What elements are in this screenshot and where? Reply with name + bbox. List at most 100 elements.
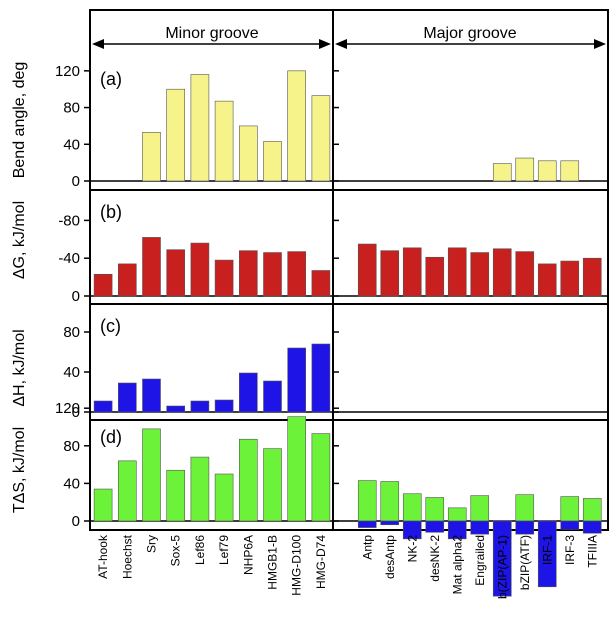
bar-major-dh (515, 520, 535, 535)
y-axis-title: TΔS, kJ/mol (11, 427, 28, 513)
bar-major (357, 480, 377, 522)
bar-minor (166, 249, 185, 297)
bar-major (470, 252, 490, 297)
bar-major (447, 247, 467, 297)
bar-major-dh (470, 520, 490, 535)
bar-minor (263, 252, 282, 297)
y-tick-label: 0 (72, 404, 80, 421)
bar-major-dh (582, 520, 602, 534)
bar-minor (214, 100, 234, 182)
bar-major (402, 493, 422, 522)
bar-major-dh (425, 520, 445, 533)
bar-major (402, 247, 422, 297)
category-label-major: IRF-3 (563, 535, 577, 565)
category-label-minor: HMG-D100 (290, 535, 304, 596)
bar-major (515, 251, 535, 297)
bar-minor (142, 378, 161, 413)
category-label-minor: HMGB1-B (266, 535, 280, 590)
bar-major (380, 481, 400, 522)
minor-arrow-left-head (92, 39, 104, 49)
bar-major (537, 263, 557, 297)
bar-minor (287, 416, 307, 522)
bar-minor (142, 132, 161, 182)
figure-border (89, 9, 609, 531)
bar-minor (311, 343, 331, 413)
bar-minor (239, 438, 258, 522)
category-label-major: Antp (360, 535, 374, 560)
panels: 0 40 80 120 Bend angle, deg (a) 0 -40 -80 ΔG, kJ/… (11, 62, 608, 597)
bar-minor (118, 382, 137, 413)
bar-major (582, 498, 602, 522)
category-label-major: desAntp (383, 535, 397, 579)
y-tick-label: 40 (63, 364, 80, 381)
bar-minor (118, 263, 137, 297)
bar-minor (142, 428, 161, 522)
y-tick-label: 80 (63, 100, 80, 117)
bar-minor (93, 400, 113, 413)
bar-minor (93, 273, 113, 297)
bar-minor (263, 448, 282, 522)
category-label-major: TFIIIA (585, 535, 599, 568)
bar-minor (118, 460, 137, 522)
bar-major (470, 495, 490, 522)
bar-major (492, 163, 512, 182)
major-groove-label: Major groove (423, 25, 516, 42)
bar-major (560, 160, 580, 182)
panel-letter: (a) (100, 69, 122, 89)
y-tick-label: -40 (58, 250, 80, 267)
bar-minor (166, 405, 185, 413)
bar-major-dh (380, 520, 400, 526)
bar-major (425, 497, 445, 522)
bar-minor (311, 270, 331, 297)
bar-minor (166, 88, 185, 182)
bar-major (560, 260, 580, 297)
panel-2: 0 -40 -80 ΔG, kJ/mol (b) (11, 201, 608, 305)
category-label-minor: AT-hook (96, 534, 110, 579)
bar-minor (287, 70, 307, 182)
category-label-major: b(ZIP(AP-1) (495, 535, 509, 599)
minor-groove-label: Minor groove (165, 25, 258, 42)
bar-major (425, 256, 445, 297)
bar-major (515, 157, 535, 182)
minor-arrow-right-head (319, 39, 331, 49)
bar-minor (239, 372, 258, 413)
panel-letter: (c) (100, 316, 121, 336)
category-label-minor: Lef79 (217, 535, 231, 565)
bar-minor (166, 469, 185, 522)
bar-minor (311, 95, 331, 182)
y-tick-label: 80 (63, 324, 80, 341)
category-label-major: NK-2 (405, 535, 419, 563)
bar-major (447, 507, 467, 522)
bar-major (537, 160, 557, 182)
bar-minor (190, 400, 210, 413)
bar-major-dh (492, 520, 512, 597)
bar-minor (239, 250, 258, 297)
bar-minor (93, 488, 113, 522)
bar-minor (287, 251, 307, 297)
bar-major (492, 248, 512, 297)
bar-minor (239, 125, 258, 182)
bar-major (560, 496, 580, 522)
bar-minor (287, 347, 307, 413)
category-label-major: bZIP(ATF) (518, 535, 532, 590)
bar-major-dh (357, 520, 377, 528)
bar-major (380, 250, 400, 297)
y-tick-label: 0 (72, 288, 80, 305)
category-label-minor: Lef86 (193, 535, 207, 565)
category-labels: AT-hook Hoechst Sry Sox-5 Lef86 Lef79 NHP6A HMG… (96, 534, 599, 599)
bar-major (357, 243, 377, 297)
major-arrow-left-head (335, 39, 347, 49)
bar-minor (214, 473, 234, 522)
y-tick-label: 0 (72, 513, 80, 530)
y-tick-label: 40 (63, 475, 80, 492)
y-tick-label: -80 (58, 212, 80, 229)
bar-major-dh (447, 520, 467, 540)
panel-1: 0 40 80 120 Bend angle, deg (a) (11, 62, 608, 191)
bar-minor (263, 141, 282, 182)
category-label-major: IRF-1 (540, 535, 554, 565)
y-tick-label: 80 (63, 438, 80, 455)
bar-minor (142, 237, 161, 297)
bar-major-dh (402, 520, 422, 540)
y-axis-title: Bend angle, deg (11, 62, 28, 179)
